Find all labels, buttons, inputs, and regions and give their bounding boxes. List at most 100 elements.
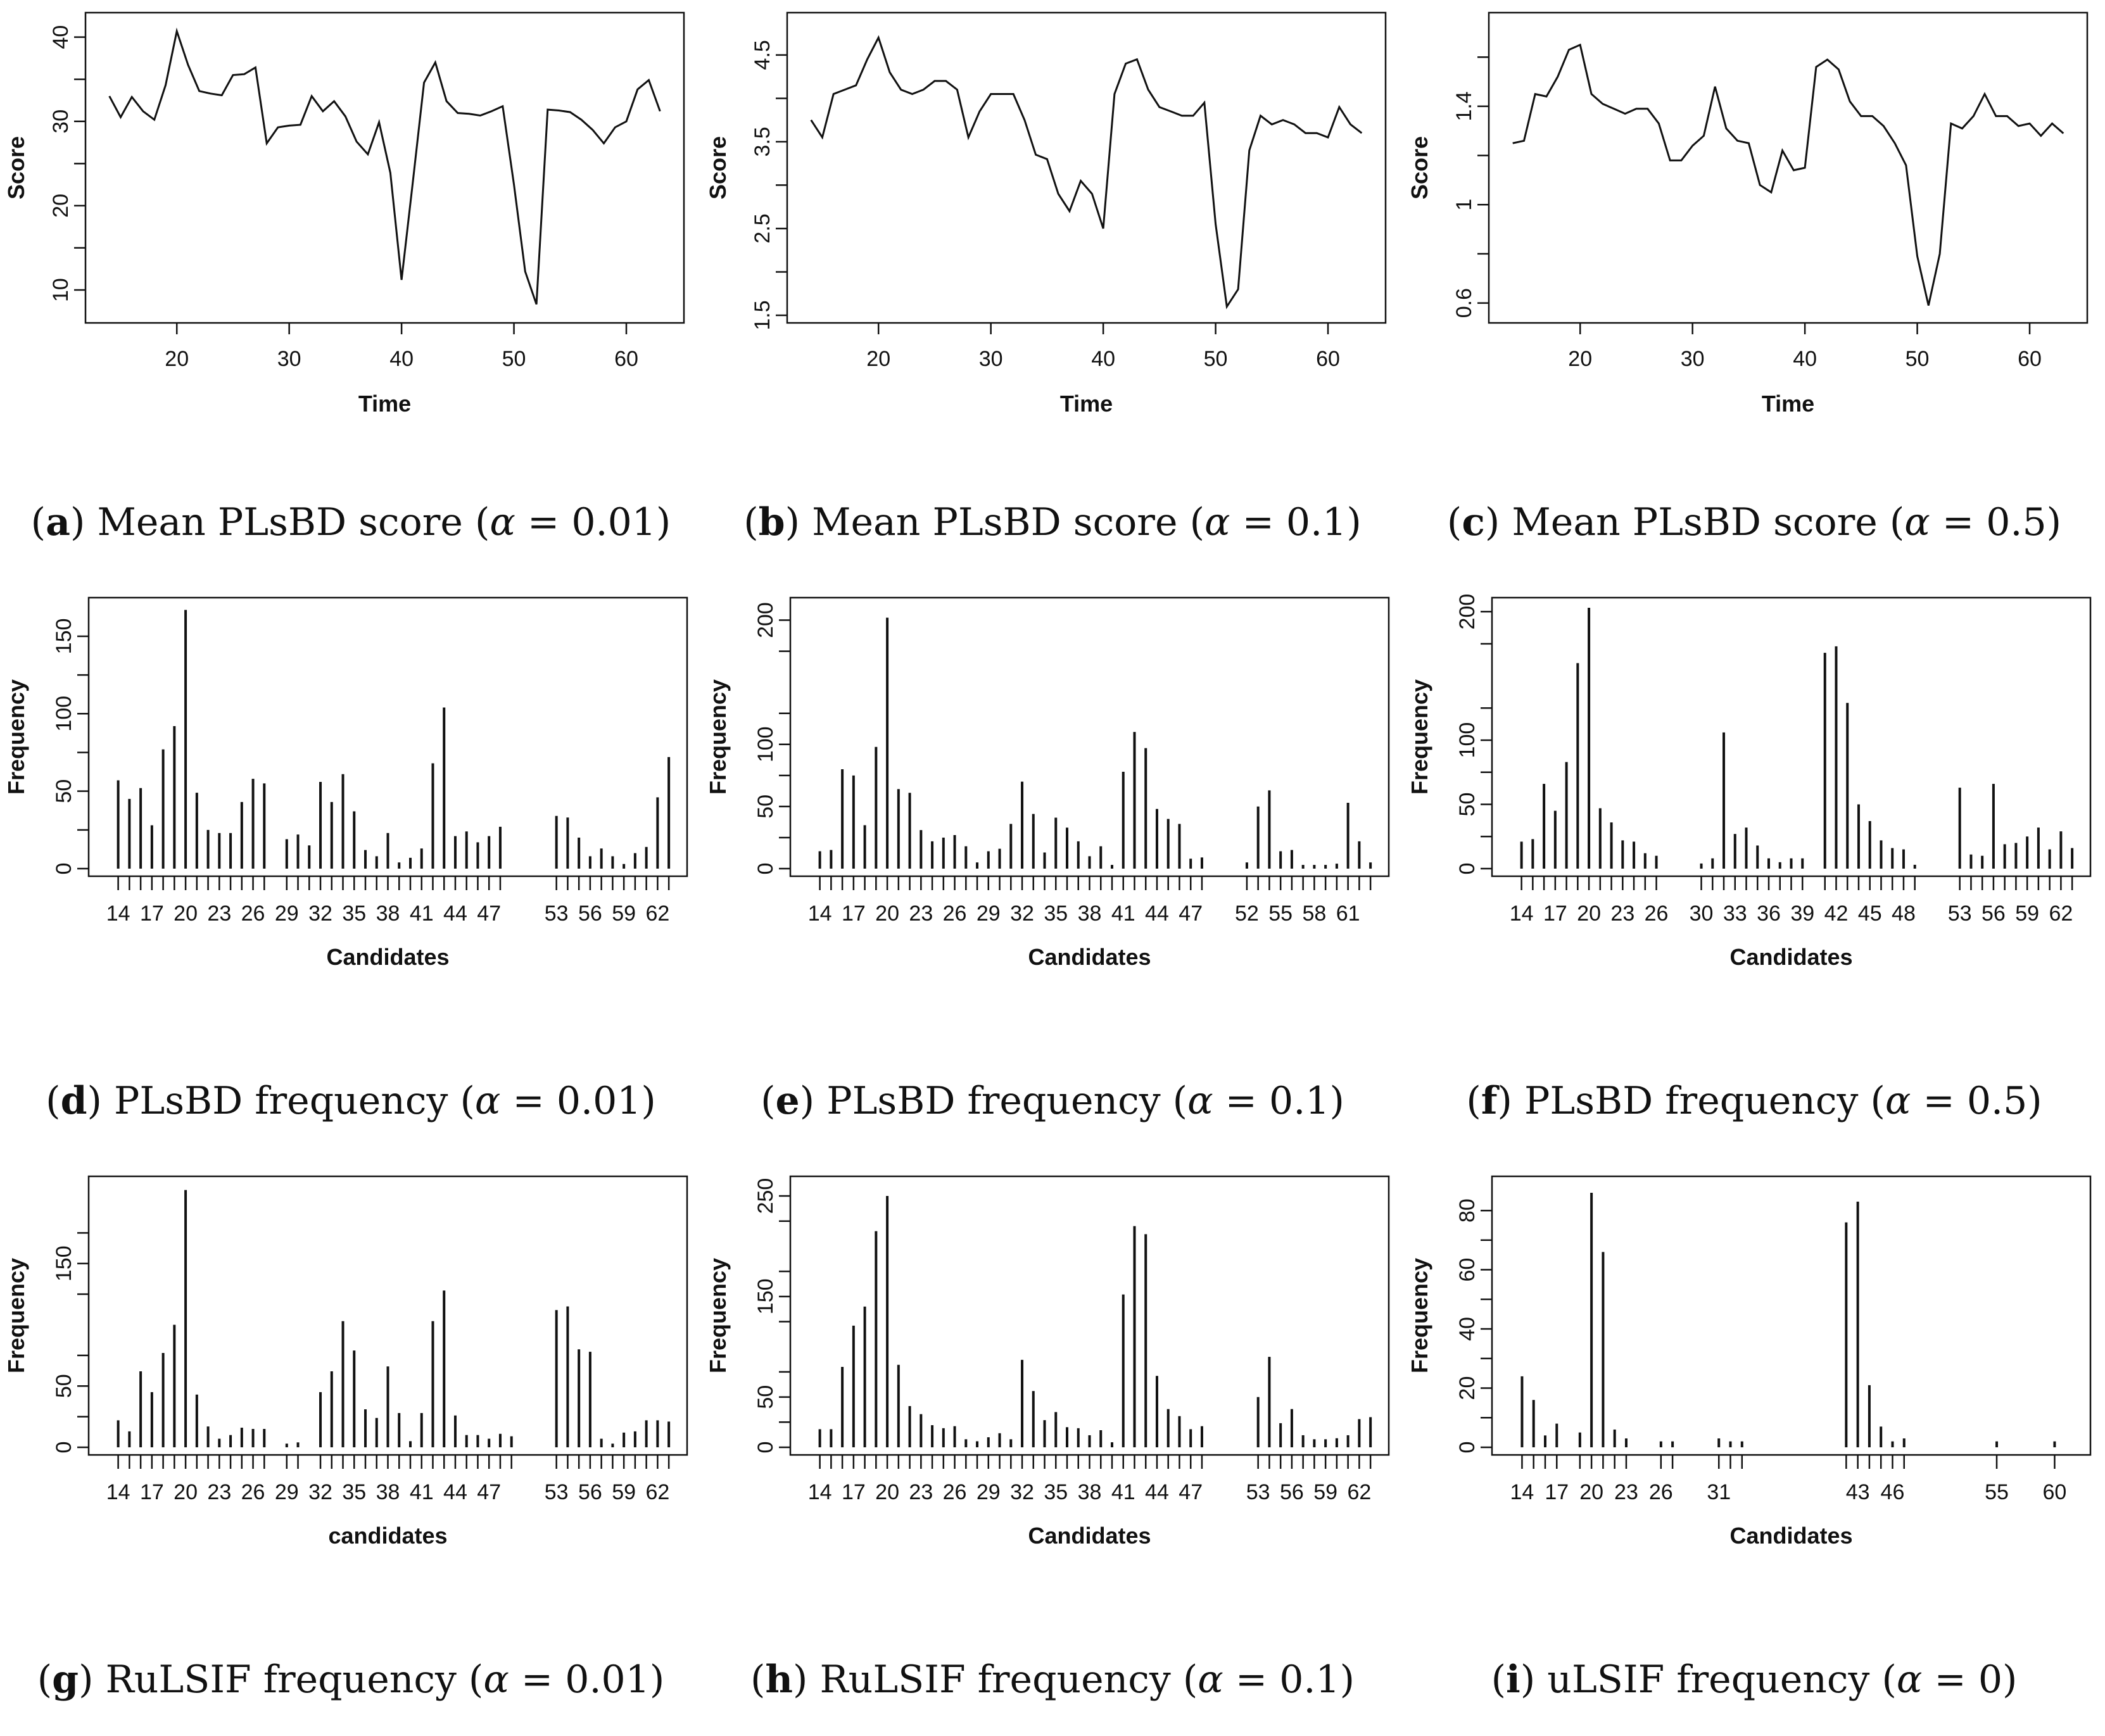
series-line <box>1512 43 2064 306</box>
y-tick-label: 1 <box>1452 199 1476 211</box>
x-tick-label: 14 <box>808 902 832 926</box>
caption-text: Mean PLsBD score ( <box>97 500 490 544</box>
x-tick-label: 59 <box>2015 902 2039 926</box>
caption-f: (f) PLsBD frequency (α = 0.5) <box>1466 1079 2042 1123</box>
x-tick-label: 61 <box>1336 902 1360 926</box>
caption-alpha-value: = 0.1) <box>1223 1657 1355 1702</box>
x-tick-label: 26 <box>1649 1480 1673 1504</box>
y-tick-label: 20 <box>1455 1376 1479 1400</box>
x-tick-label: 20 <box>1577 902 1601 926</box>
chart-d: 0 50 100 150 Frequency 14 17 20 23 26 29 32 35 38 41 44… <box>3 596 688 970</box>
y-tick-label: 1.5 <box>750 300 774 330</box>
caption-letter: b <box>758 500 785 544</box>
x-tick-label: 35 <box>342 902 366 926</box>
caption-alpha-symbol: α <box>1904 500 1930 544</box>
chart-i: 0 20 40 60 80 Frequency 14 17 20 23 26 31 43 46 55 60 Ca… <box>1406 1175 2092 1549</box>
y-tick-label: 50 <box>52 1374 76 1398</box>
y-tick-label: 80 <box>1455 1198 1479 1223</box>
x-tick-label: 53 <box>545 1480 569 1504</box>
x-tick-label: 60 <box>2043 1480 2067 1504</box>
y-tick-label: 0 <box>754 863 778 875</box>
plot-frame <box>1491 596 2092 877</box>
x-tick-label: 40 <box>389 347 414 371</box>
x-tick-label: 35 <box>1044 1480 1068 1504</box>
y-tick-label: 40 <box>1455 1317 1479 1341</box>
caption-text: RuLSIF frequency ( <box>105 1657 484 1702</box>
caption-alpha-value: = 0.1) <box>1230 500 1362 544</box>
caption-alpha-value: = 0) <box>1922 1657 2018 1702</box>
y-axis-label: Frequency <box>705 1258 731 1373</box>
caption-text: Mean PLsBD score ( <box>1512 500 1905 544</box>
y-tick-label: 20 <box>49 194 73 218</box>
x-tick-label: 31 <box>1707 1480 1731 1504</box>
x-tick-label: 47 <box>477 1480 501 1504</box>
x-tick-label: 26 <box>943 1480 967 1504</box>
x-tick-label: 20 <box>875 1480 899 1504</box>
y-axis-label: Score <box>705 136 731 199</box>
x-tick-label: 52 <box>1235 902 1259 926</box>
x-tick-label: 20 <box>174 1480 198 1504</box>
caption-letter: f <box>1481 1079 1498 1123</box>
panel-c: 0.6 1 1.4 Score 20 30 40 50 60 Time (c) Mean PLsB… <box>1403 0 2105 579</box>
chart-f: 0 50 100 200 Frequency 14 17 20 23 26 30 33 36 39 42 45… <box>1406 594 2092 970</box>
x-axis-label: Candidates <box>1729 944 1852 970</box>
x-tick-label: 45 <box>1858 902 1882 926</box>
x-tick-label: 35 <box>1044 902 1068 926</box>
y-tick-label: 100 <box>1455 722 1479 758</box>
caption-alpha-value: = 0.01) <box>509 1657 665 1702</box>
y-axis-label: Frequency <box>705 679 731 795</box>
x-tick-label: 17 <box>140 902 164 926</box>
x-tick-label: 44 <box>443 1480 467 1504</box>
x-tick-label: 20 <box>1579 1480 1603 1504</box>
y-tick-label: 100 <box>754 726 778 762</box>
y-tick-label: 0 <box>1455 863 1479 875</box>
x-tick-label: 40 <box>1091 347 1115 371</box>
x-tick-label: 47 <box>1179 902 1203 926</box>
y-axis-label: Frequency <box>1406 1258 1432 1373</box>
x-tick-label: 36 <box>1757 902 1781 926</box>
x-tick-label: 14 <box>106 1480 130 1504</box>
x-tick-label: 59 <box>1313 1480 1337 1504</box>
y-tick-label: 10 <box>49 278 73 302</box>
caption-text: RuLSIF frequency ( <box>819 1657 1198 1702</box>
caption-letter: e <box>775 1079 800 1123</box>
x-tick-label: 60 <box>614 347 638 371</box>
x-tick-label: 62 <box>645 902 669 926</box>
x-tick-label: 17 <box>842 902 866 926</box>
x-tick-label: 53 <box>1246 1480 1270 1504</box>
chart-b: 1.5 2.5 3.5 4.5 Score 20 30 40 50 60 Time <box>705 11 1387 417</box>
x-tick-label: 42 <box>1824 902 1849 926</box>
x-axis-label: Candidates <box>326 944 449 970</box>
x-axis-label: Time <box>358 391 411 417</box>
x-tick-label: 35 <box>342 1480 366 1504</box>
caption-alpha-value: = 0.5) <box>1911 1079 2042 1123</box>
chart-e: 0 50 100 200 Frequency 14 17 20 23 26 29 32 35 38 41 44… <box>705 596 1390 970</box>
x-tick-label: 23 <box>909 902 933 926</box>
x-tick-label: 32 <box>1010 902 1034 926</box>
caption-alpha-symbol: α <box>1885 1079 1911 1123</box>
x-tick-label: 26 <box>1645 902 1669 926</box>
y-tick-label: 250 <box>754 1178 778 1214</box>
x-tick-label: 59 <box>612 902 636 926</box>
y-tick-label: 0 <box>754 1442 778 1454</box>
chart-h: 0 50 150 250 Frequency 14 17 20 23 26 29 32 35 38 41 44… <box>705 1175 1390 1549</box>
x-tick-label: 44 <box>443 902 467 926</box>
y-tick-label: 1.4 <box>1452 91 1476 121</box>
x-tick-label: 33 <box>1723 902 1747 926</box>
x-tick-label: 50 <box>502 347 526 371</box>
plot-frame <box>1491 1175 2092 1456</box>
x-tick-label: 20 <box>875 902 899 926</box>
chart-c: 0.6 1 1.4 Score 20 30 40 50 60 Time <box>1406 11 2089 417</box>
x-tick-label: 60 <box>1316 347 1340 371</box>
x-tick-label: 14 <box>106 902 130 926</box>
y-axis-label: Frequency <box>3 679 29 795</box>
caption-text: PLsBD frequency ( <box>826 1079 1188 1123</box>
x-tick-label: 55 <box>1268 902 1293 926</box>
series-line <box>108 27 661 305</box>
y-tick-label: 0 <box>52 1442 76 1454</box>
plot-frame <box>1488 11 2089 324</box>
x-tick-label: 20 <box>866 347 890 371</box>
x-tick-label: 41 <box>410 902 434 926</box>
x-tick-label: 58 <box>1302 902 1326 926</box>
x-axis-label: candidates <box>328 1523 447 1549</box>
